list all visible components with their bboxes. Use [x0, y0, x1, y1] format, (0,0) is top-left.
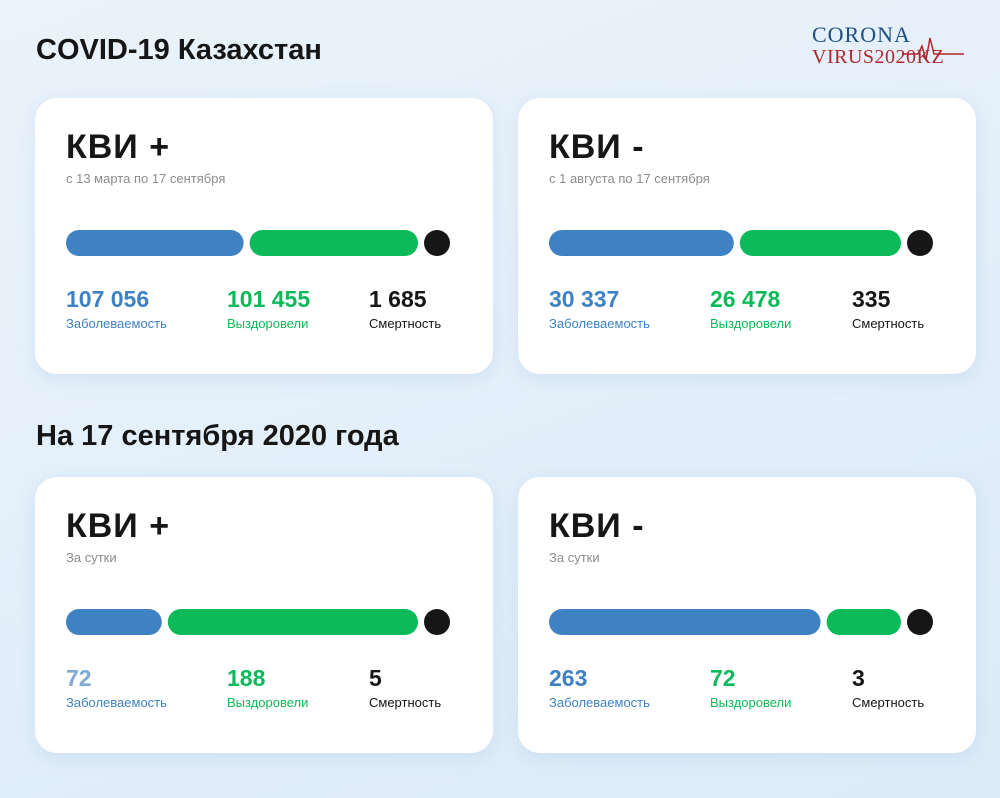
- stat-recovered: 101 455 Выздоровели: [227, 286, 310, 331]
- proportion-bar: [549, 230, 933, 256]
- stat-value: 1 685: [369, 286, 427, 312]
- stat-recovered: 188 Выздоровели: [227, 665, 308, 710]
- stat-label: Смертность: [369, 695, 442, 710]
- card-subtitle: За сутки: [549, 550, 600, 565]
- stat-label: Заболеваемость: [66, 316, 167, 331]
- bar-cases: [549, 230, 734, 256]
- heartbeat-icon: [902, 37, 964, 61]
- stat-value: 72: [66, 665, 92, 691]
- stat-deaths: 5 Смертность: [369, 665, 441, 710]
- stat-recovered: 26 478 Выздоровели: [710, 286, 791, 331]
- stat-label: Смертность: [852, 316, 925, 331]
- stat-deaths: 3 Смертность: [852, 665, 924, 710]
- logo-line1: CORONA: [812, 22, 911, 47]
- bar-recovered: [826, 609, 901, 635]
- stat-label: Смертность: [369, 316, 442, 331]
- page-title: COVID-19 Казахстан: [36, 34, 322, 66]
- bar-deaths: [907, 230, 933, 256]
- bar-recovered: [249, 230, 418, 256]
- stat-label: Выздоровели: [227, 316, 309, 331]
- stat-value: 188: [227, 665, 266, 691]
- bar-cases: [549, 609, 821, 635]
- stat-label: Заболеваемость: [549, 316, 650, 331]
- stat-value: 3: [852, 665, 865, 691]
- stat-value: 101 455: [227, 286, 311, 312]
- stat-cases: 263 Заболеваемость: [549, 665, 650, 710]
- bar-deaths: [424, 230, 450, 256]
- bar-deaths: [424, 609, 450, 635]
- stat-cases: 72 Заболеваемость: [66, 665, 167, 710]
- date-heading: На 17 сентября 2020 года: [36, 420, 399, 452]
- stat-deaths: 335 Смертность: [852, 286, 924, 331]
- card-negative-cumulative: КВИ - с 1 августа по 17 сентября 30 337 …: [518, 98, 976, 374]
- coronavirus2020kz-logo: CORONA VIRUS2020KZ: [812, 22, 972, 72]
- proportion-bar: [549, 609, 933, 635]
- stat-value: 335: [852, 286, 891, 312]
- stat-deaths: 1 685 Смертность: [369, 286, 441, 331]
- stat-label: Заболеваемость: [549, 695, 650, 710]
- stat-label: Выздоровели: [227, 695, 309, 710]
- stat-label: Выздоровели: [710, 316, 792, 331]
- card-title: КВИ -: [549, 507, 645, 545]
- card-subtitle: с 13 марта по 17 сентября: [66, 171, 226, 186]
- stat-cases: 107 056 Заболеваемость: [66, 286, 167, 331]
- card-positive-cumulative: КВИ + с 13 марта по 17 сентября 107 056 …: [35, 98, 493, 374]
- stat-value: 30 337: [549, 286, 620, 312]
- card-title: КВИ +: [66, 128, 171, 166]
- stat-label: Смертность: [852, 695, 925, 710]
- card-positive-daily: КВИ + За сутки 72 Заболеваемость 188 Выз…: [35, 477, 493, 753]
- bar-recovered: [167, 609, 418, 635]
- bar-cases: [66, 609, 162, 635]
- stat-value: 263: [549, 665, 588, 691]
- stat-value: 72: [710, 665, 736, 691]
- stat-value: 5: [369, 665, 382, 691]
- bar-recovered: [739, 230, 901, 256]
- card-negative-daily: КВИ - За сутки 263 Заболеваемость 72 Выз…: [518, 477, 976, 753]
- card-subtitle: с 1 августа по 17 сентября: [549, 171, 710, 186]
- bar-deaths: [907, 609, 933, 635]
- card-subtitle: За сутки: [66, 550, 117, 565]
- stat-value: 26 478: [710, 286, 781, 312]
- stat-label: Выздоровели: [710, 695, 792, 710]
- stat-value: 107 056: [66, 286, 150, 312]
- proportion-bar: [66, 230, 450, 256]
- proportion-bar: [66, 609, 450, 635]
- stat-cases: 30 337 Заболеваемость: [549, 286, 650, 331]
- card-title: КВИ +: [66, 507, 171, 545]
- card-title: КВИ -: [549, 128, 645, 166]
- logo-line2: VIRUS2020KZ: [812, 46, 945, 68]
- stat-label: Заболеваемость: [66, 695, 167, 710]
- stat-recovered: 72 Выздоровели: [710, 665, 791, 710]
- bar-cases: [66, 230, 244, 256]
